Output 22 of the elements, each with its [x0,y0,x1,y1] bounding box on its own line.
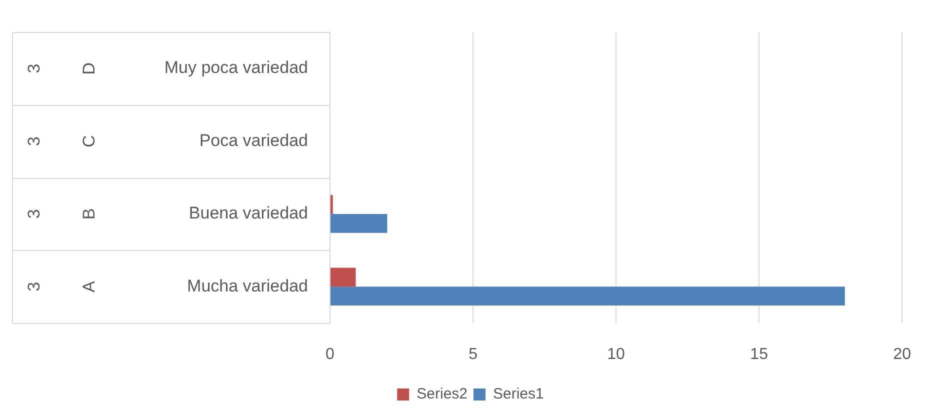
text: B [80,208,99,220]
text: 3 [24,209,44,219]
text: A [80,280,99,292]
text: 3 [24,282,44,292]
text: D [80,62,99,75]
x-tick-label: 20 [893,346,912,364]
legend-label: Series1 [493,386,544,403]
bar [330,214,388,233]
y-tick-label: Poca variedad [199,130,308,150]
text: 3 [24,64,44,74]
y-tick-label: Muy poca variedad [164,58,308,78]
x-tick-label: 5 [468,346,478,364]
bar [330,286,845,306]
x-tick-label: 15 [750,346,768,364]
y-tick-label: Mucha variedad [187,276,308,296]
bar [330,268,356,287]
y-tick-label: Buena variedad [188,204,308,223]
text: 3 [24,136,44,146]
legend-label: Series2 [416,386,468,403]
x-tick-label: 0 [326,346,335,364]
text: C [80,135,99,148]
x-tick-label: 10 [607,346,626,364]
